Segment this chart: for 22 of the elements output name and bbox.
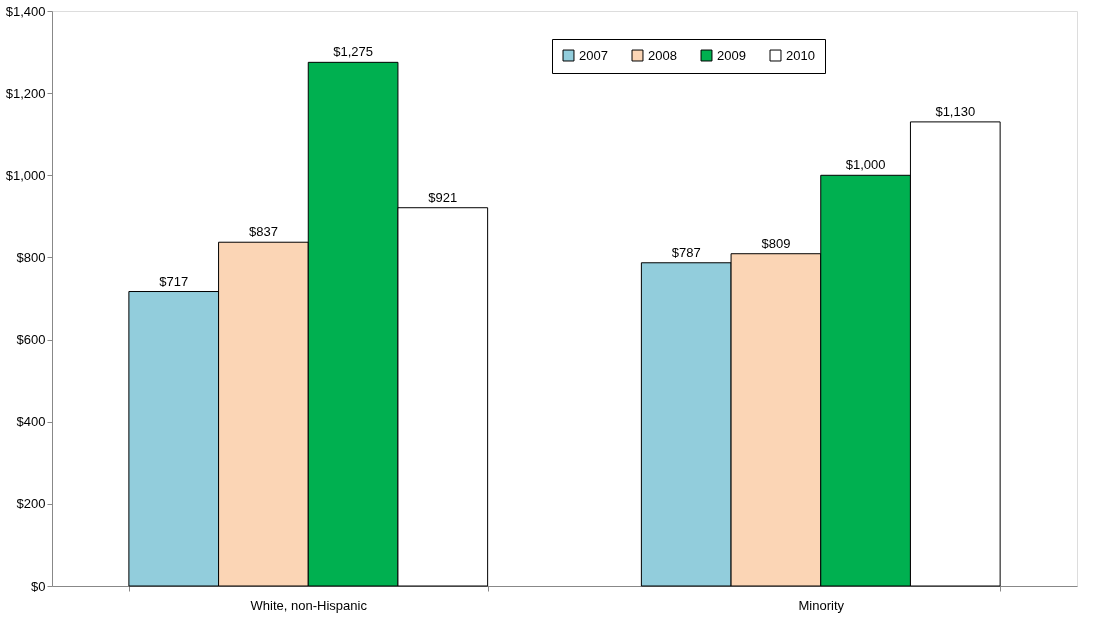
data-label: $1,000 (845, 157, 886, 173)
data-label: $921 (428, 189, 458, 205)
y-tick-label: $200 (16, 496, 46, 512)
y-tick-label: $600 (16, 332, 46, 348)
data-label: $717 (159, 273, 189, 289)
legend-label: 2008 (648, 47, 677, 63)
x-tick-label: White, non-Hispanic (250, 597, 368, 613)
legend-label: 2009 (717, 47, 746, 63)
data-label: $1,130 (935, 103, 976, 119)
data-label: $809 (761, 235, 791, 251)
y-tick-label: $1,000 (5, 167, 46, 183)
y-tick-label: $0 (31, 578, 46, 594)
y-tick-label: $1,400 (5, 3, 46, 19)
legend-label: 2007 (579, 47, 608, 63)
legend-label: 2010 (786, 47, 815, 63)
y-tick-label: $800 (16, 249, 46, 265)
y-tick-label: $1,200 (5, 85, 46, 101)
x-tick-label: Minority (798, 597, 845, 613)
data-label: $837 (248, 224, 278, 240)
data-label: $1,275 (333, 44, 373, 60)
data-label: $787 (671, 244, 701, 260)
y-tick-label: $400 (16, 414, 46, 430)
